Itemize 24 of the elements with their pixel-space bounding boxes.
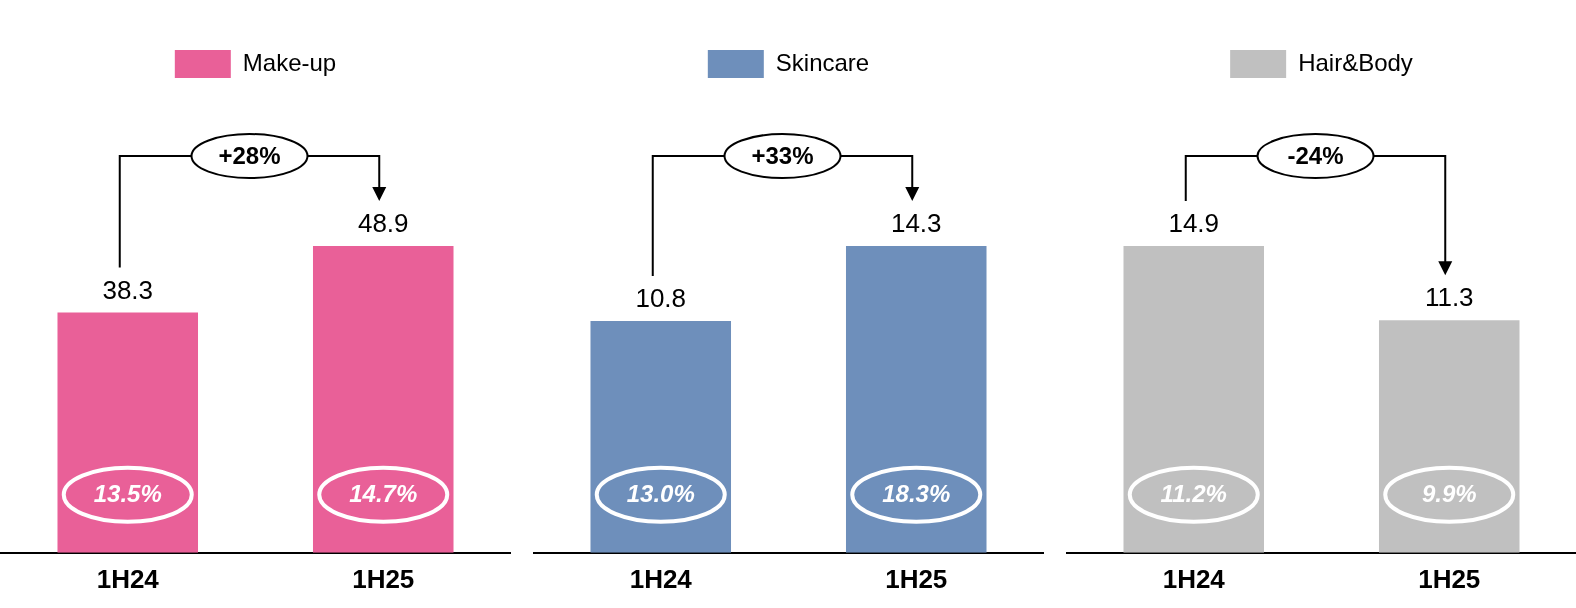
- annotation: 9.9%: [1421, 480, 1477, 508]
- annotation: 18.3%: [882, 480, 951, 508]
- text: -24%: [1287, 141, 1344, 169]
- x-tick-label: 1H25: [885, 563, 948, 594]
- annotation: 13.5%: [93, 480, 162, 508]
- legend-label: Skincare: [775, 48, 870, 76]
- legend-label: Hair&Body: [1298, 48, 1413, 76]
- annotation: 11.2%: [1160, 480, 1227, 508]
- data-label: 11.3: [1424, 282, 1474, 313]
- text: +33%: [751, 141, 814, 169]
- data-label: 14.3: [890, 208, 942, 239]
- annotation: 13.0%: [626, 480, 695, 508]
- x-tick-label: 1H24: [96, 563, 160, 594]
- annotation: 14.7%: [349, 480, 418, 508]
- x-tick-label: 1H24: [1162, 563, 1226, 594]
- x-tick-label: 1H25: [1418, 563, 1481, 594]
- x-tick-label: 1H25: [352, 563, 415, 594]
- x-tick-label: 1H24: [629, 563, 693, 594]
- text: +28%: [218, 141, 281, 169]
- legend-label: Make-up: [242, 48, 337, 76]
- data-label: 38.3: [102, 274, 154, 305]
- data-label: 14.9: [1168, 208, 1220, 239]
- data-label: 48.9: [357, 208, 409, 239]
- data-label: 10.8: [635, 283, 687, 314]
